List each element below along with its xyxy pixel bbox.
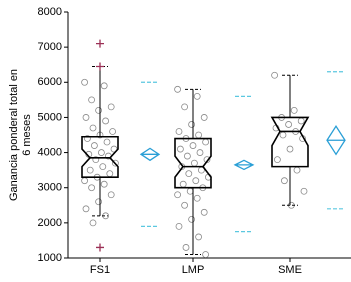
data-point (181, 103, 189, 111)
outlier (96, 243, 104, 252)
data-point (196, 149, 204, 156)
data-point (300, 187, 308, 195)
y-tick-label: 8000 (38, 6, 62, 18)
data-point (92, 156, 100, 164)
x-tick-label: SME (278, 264, 302, 276)
data-point (193, 92, 201, 100)
data-point (285, 121, 293, 128)
data-point (174, 191, 182, 199)
box (174, 137, 212, 189)
data-point (202, 251, 210, 258)
data-point (112, 159, 119, 167)
data-point (195, 233, 203, 241)
data-point (279, 131, 287, 139)
data-point (195, 131, 203, 139)
y-tick-label: 3000 (38, 182, 62, 194)
data-point (200, 208, 208, 216)
data-point (286, 145, 294, 153)
data-point (100, 82, 108, 90)
data-point (181, 201, 189, 209)
data-point (89, 219, 97, 227)
y-label: Ganancia ponderal total en (8, 69, 20, 201)
data-point (175, 222, 183, 230)
data-point (99, 163, 107, 171)
data-point (174, 85, 182, 93)
data-point (82, 205, 90, 213)
data-point (88, 96, 95, 104)
data-point (88, 184, 95, 192)
data-point (107, 191, 115, 199)
data-point (81, 78, 88, 86)
outlier (96, 39, 104, 48)
data-point (175, 128, 183, 135)
data-point (190, 159, 198, 167)
data-point (89, 124, 97, 132)
data-point (183, 152, 191, 160)
data-point (202, 138, 210, 146)
data-point (95, 107, 102, 114)
y-tick-label: 7000 (38, 41, 62, 53)
box (270, 116, 310, 168)
data-point (200, 114, 208, 121)
data-point (82, 114, 90, 121)
y-label: 6 meses (21, 114, 33, 156)
y-tick-label: 2000 (38, 217, 62, 229)
data-point (103, 138, 111, 146)
data-point (280, 177, 288, 185)
data-point (271, 71, 279, 79)
data-point (109, 128, 116, 135)
y-tick-label: 1000 (38, 252, 62, 264)
x-tick-label: FS1 (90, 264, 110, 276)
data-point (107, 103, 115, 111)
data-point (188, 215, 196, 223)
box (81, 135, 119, 178)
data-point (290, 107, 298, 114)
data-point (193, 194, 201, 202)
mean-diamond (326, 125, 346, 156)
data-point (192, 177, 200, 185)
data-point (100, 180, 108, 188)
data-point (95, 198, 102, 206)
outlier (96, 62, 104, 71)
data-point (186, 187, 194, 195)
data-point (91, 142, 98, 149)
x-tick-label: LMP (182, 264, 205, 276)
data-point (182, 244, 190, 251)
mean-diamond (139, 147, 161, 162)
data-point (273, 156, 281, 164)
mean-diamond (233, 159, 255, 171)
data-point (106, 170, 114, 178)
data-point (297, 117, 305, 125)
y-tick-label: 5000 (38, 111, 62, 123)
data-point (189, 142, 197, 149)
data-point (185, 170, 193, 178)
data-point (188, 121, 196, 128)
data-point (81, 177, 88, 185)
data-point (102, 117, 109, 125)
data-point (293, 166, 301, 174)
data-point (84, 135, 91, 142)
y-tick-label: 4000 (38, 146, 62, 158)
data-point (179, 180, 187, 188)
data-point (86, 166, 94, 174)
y-tick-label: 6000 (38, 76, 62, 88)
data-point (176, 145, 184, 153)
data-point (98, 149, 105, 156)
